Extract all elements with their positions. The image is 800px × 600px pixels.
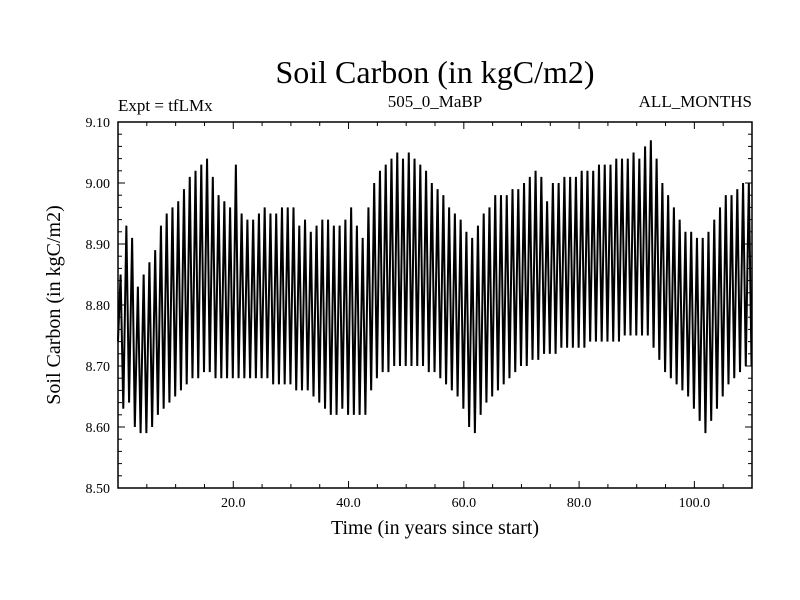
y-tick-label: 8.60 bbox=[86, 421, 111, 436]
y-axis-label: Soil Carbon (in kgC/m2) bbox=[43, 205, 65, 404]
subtitle-right: ALL_MONTHS bbox=[639, 92, 752, 111]
x-tick-label: 20.0 bbox=[221, 496, 246, 511]
x-axis-label: Time (in years since start) bbox=[331, 517, 539, 539]
y-tick-label: 8.50 bbox=[86, 482, 111, 497]
x-tick-label: 40.0 bbox=[336, 496, 361, 511]
chart-title: Soil Carbon (in kgC/m2) bbox=[275, 54, 594, 90]
y-tick-label: 8.70 bbox=[86, 360, 111, 375]
x-axis: 20.0 40.0 60.0 80.0 100.0 bbox=[146, 122, 724, 511]
y-tick-label: 9.00 bbox=[86, 177, 111, 192]
x-tick-label: 100.0 bbox=[679, 496, 711, 511]
series-layer bbox=[117, 140, 753, 434]
x-tick-label: 80.0 bbox=[567, 496, 592, 511]
subtitle-left: Expt = tfLMx bbox=[118, 96, 213, 115]
subtitle-center: 505_0_MaBP bbox=[388, 92, 482, 111]
y-tick-label: 8.90 bbox=[86, 238, 111, 253]
y-tick-label: 9.10 bbox=[86, 116, 111, 131]
y-tick-label: 8.80 bbox=[86, 299, 111, 314]
x-tick-label: 60.0 bbox=[452, 496, 477, 511]
series-line-soil-carbon bbox=[117, 140, 753, 434]
